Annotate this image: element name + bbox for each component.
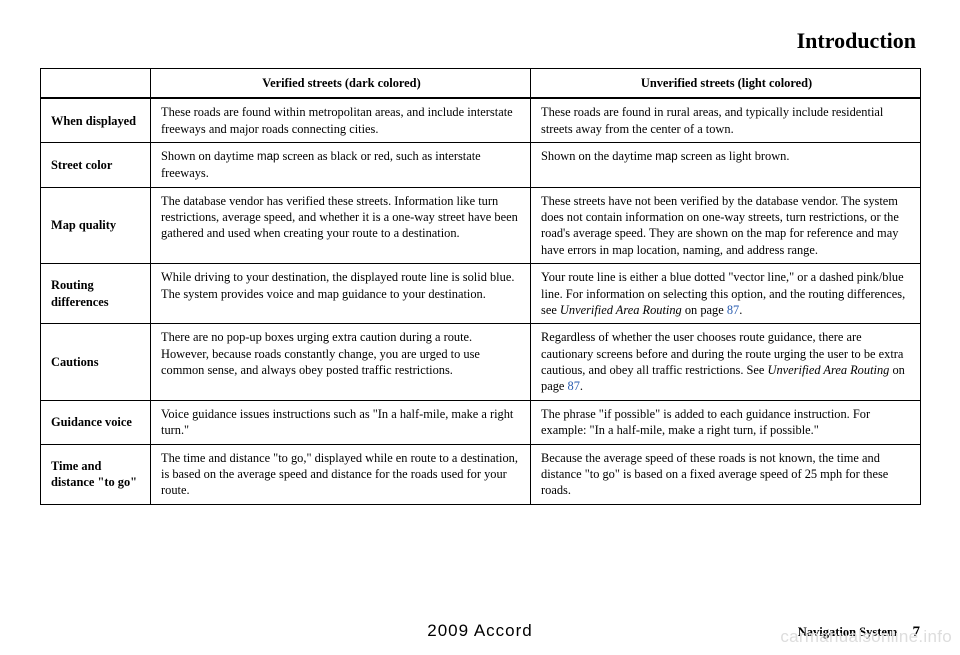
cell-unverified: These streets have not been verified by … [531,187,921,264]
cell-unverified: Your route line is either a blue dotted … [531,264,921,324]
row-label: Map quality [41,187,151,264]
page-number: 7 [912,624,920,640]
page-title: Introduction [40,28,920,54]
text: screen as light brown. [678,149,790,163]
cell-verified: The database vendor has verified these s… [151,187,531,264]
row-label: Guidance voice [41,400,151,444]
row-label: When displayed [41,98,151,142]
cell-unverified: Shown on the daytime map screen as light… [531,143,921,188]
footer-right: Navigation System 7 [627,624,920,641]
row-label: Routing differences [41,264,151,324]
cell-verified: These roads are found within metropolita… [151,98,531,142]
cell-unverified: Regardless of whether the user chooses r… [531,324,921,401]
cell-verified: The time and distance "to go," displayed… [151,444,531,504]
row-label: Cautions [41,324,151,401]
table-row: Street color Shown on daytime map screen… [41,143,921,188]
cell-unverified: These roads are found in rural areas, an… [531,98,921,142]
footer-center: 2009 Accord [333,621,626,641]
cell-verified: Shown on daytime map screen as black or … [151,143,531,188]
table-row: Routing differences While driving to you… [41,264,921,324]
table-row: Guidance voice Voice guidance issues ins… [41,400,921,444]
row-label: Street color [41,143,151,188]
table-row: Time and distance "to go" The time and d… [41,444,921,504]
footer: 2009 Accord Navigation System 7 [40,621,920,641]
italic-text: Unverified Area Routing [560,303,682,317]
sans-text: map [257,151,279,163]
footer-label: Navigation System [798,625,898,639]
table-row: When displayed These roads are found wit… [41,98,921,142]
cell-verified: There are no pop-up boxes urging extra c… [151,324,531,401]
cell-verified: While driving to your destination, the d… [151,264,531,324]
page-link[interactable]: 87 [727,303,739,317]
th-blank [41,69,151,99]
text: on page [682,303,727,317]
row-label: Time and distance "to go" [41,444,151,504]
comparison-table: Verified streets (dark colored) Unverifi… [40,68,921,505]
th-unverified: Unverified streets (light colored) [531,69,921,99]
text: Shown on daytime [161,149,257,163]
table-row: Cautions There are no pop-up boxes urgin… [41,324,921,401]
table-row: Map quality The database vendor has veri… [41,187,921,264]
cell-unverified: Because the average speed of these roads… [531,444,921,504]
cell-verified: Voice guidance issues instructions such … [151,400,531,444]
sans-text: map [655,151,677,163]
cell-unverified: The phrase "if possible" is added to eac… [531,400,921,444]
italic-text: Unverified Area Routing [768,363,890,377]
text: . [580,379,583,393]
page-link[interactable]: 87 [568,379,580,393]
text: . [739,303,742,317]
th-verified: Verified streets (dark colored) [151,69,531,99]
text: Shown on the daytime [541,149,655,163]
